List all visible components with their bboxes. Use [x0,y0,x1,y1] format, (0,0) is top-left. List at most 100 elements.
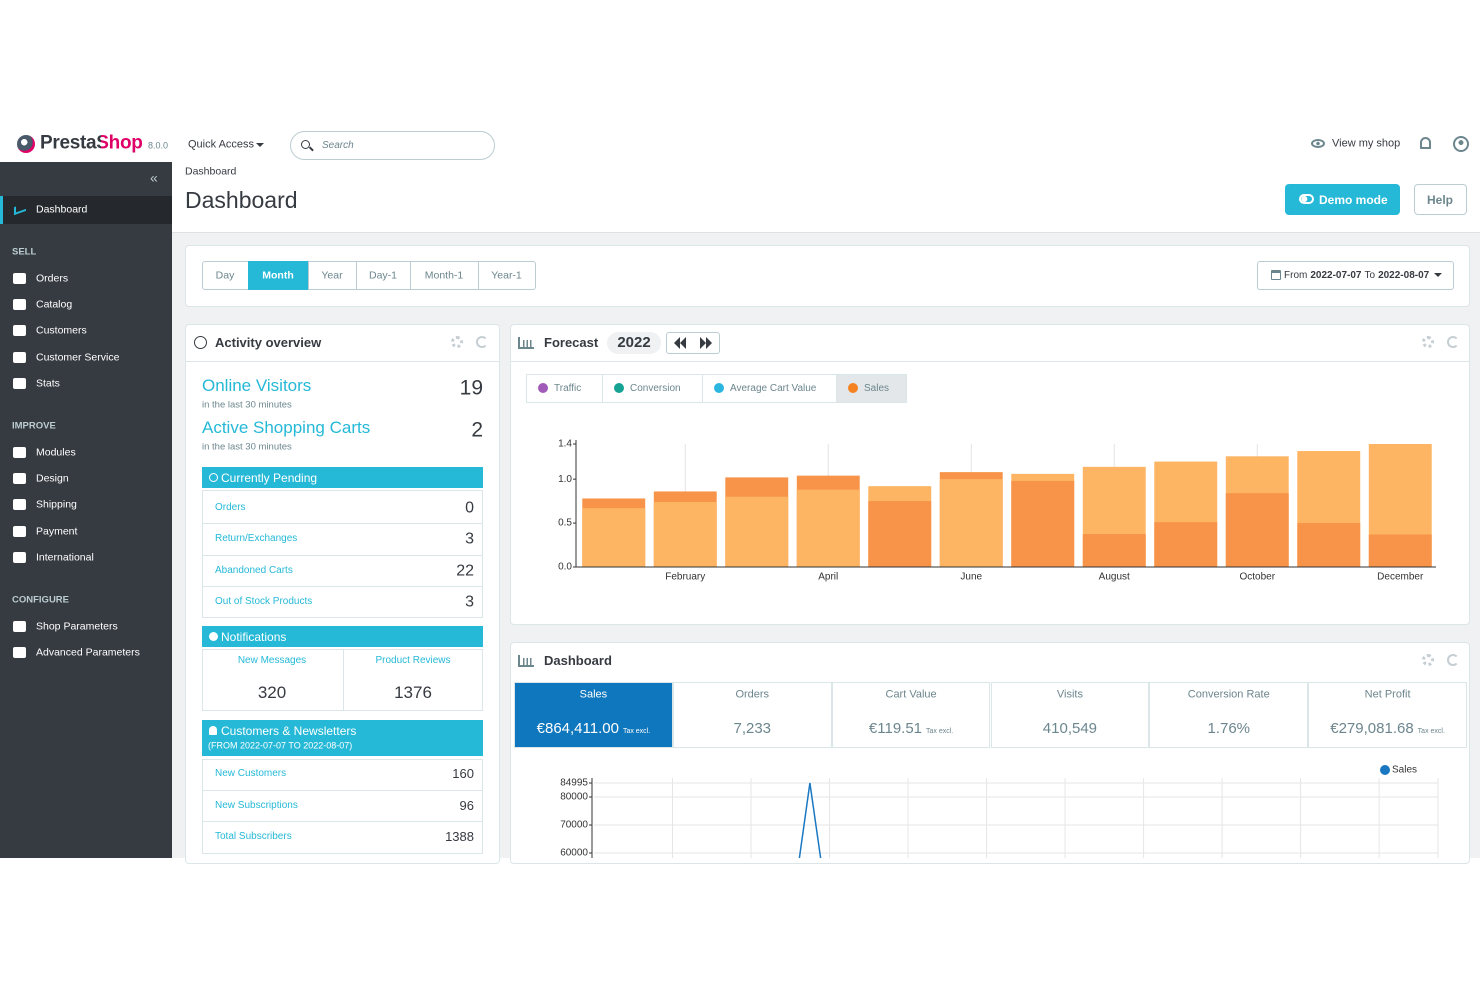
nav-icon [13,499,26,511]
customers-header [202,720,483,756]
search-box [290,131,495,160]
customers-subtitle: (FROM 2022-07-07 TO 2022-08-07) [208,740,353,751]
row-divider [203,554,482,556]
period-button[interactable] [410,261,479,290]
forecast-tab-label[interactable]: Traffic [554,383,582,394]
clock-icon [209,473,218,482]
kpi-tab[interactable] [990,682,1150,748]
nav-item[interactable]: Modules [36,446,76,459]
period-label[interactable]: Day [215,269,235,282]
nav-icon [13,325,26,337]
panel-title: Forecast [544,335,599,351]
notification-label[interactable]: New Messages [237,655,307,666]
settings-icon [1422,336,1434,348]
nav-active-row [0,196,172,224]
kpi-label: Cart Value [885,688,937,701]
kpi-label: Orders [735,688,770,701]
nav-item[interactable]: Shop Parameters [36,620,118,633]
year-nav[interactable] [666,332,720,354]
arrow-icon [674,337,680,349]
kpi-value: €279,081.68 [1330,720,1414,737]
forecast-tab-label[interactable]: Sales [864,383,890,394]
customers-label[interactable]: New Subscriptions [215,799,298,811]
customers-label[interactable]: New Customers [215,768,287,779]
pending-label[interactable]: Abandoned Carts [215,564,293,576]
logo: PrestaShop [40,132,143,154]
notification-value: 1376 [394,682,432,702]
kpi-tab[interactable] [1308,682,1467,748]
panel-header-border [186,361,499,362]
forecast-tab-label[interactable]: Average Cart Value [730,383,817,394]
nav-item[interactable]: Advanced Parameters [36,646,140,659]
kpi-value-row: 410,549 [1043,720,1097,738]
user-icon [209,726,217,735]
arrow-icon [700,337,706,349]
customers-value: 160 [452,766,474,782]
nav-item[interactable]: Dashboard [36,203,88,216]
nav-icon [13,621,26,632]
dashboard-panel [510,642,1470,864]
caret [256,143,264,151]
nav-item[interactable]: Stats [36,377,60,390]
panel-title: Activity overview [215,335,322,351]
period-button[interactable] [248,261,309,290]
nav-section-title: CONFIGURE [12,594,69,606]
metric-label[interactable]: Online Visitors [202,375,312,395]
nav-icon [13,551,26,563]
row-divider [203,523,482,525]
help-button[interactable] [1414,184,1467,215]
date-range-picker[interactable] [1257,261,1454,290]
metric-label[interactable]: Active Shopping Carts [202,417,371,437]
customers-table [202,759,483,854]
forecast-tab[interactable] [702,374,837,403]
kpi-value-row: €864,411.00 Tax excl. [537,720,651,738]
clock-icon [194,336,207,349]
period-label[interactable]: Year-1 [491,269,522,282]
pending-label[interactable]: Orders [215,502,246,513]
period-button[interactable] [478,261,536,290]
breadcrumb: Dashboard [185,165,237,178]
forecast-tab-label[interactable]: Conversion [630,383,681,394]
nav-icon [13,273,26,284]
forecast-tab[interactable] [836,374,907,403]
search-icon [301,140,310,149]
nav-item[interactable]: Orders [36,272,69,285]
quick-access[interactable]: Quick Access [188,138,255,151]
nav-item[interactable]: International [36,551,94,564]
pending-label[interactable]: Out of Stock Products [215,595,313,607]
kpi-tab[interactable] [672,682,832,748]
period-button[interactable] [308,261,357,290]
period-label[interactable]: Day-1 [368,269,398,282]
page-title: Dashboard [185,187,298,214]
period-label[interactable]: Year [321,269,343,282]
kpi-tab[interactable] [1149,682,1309,748]
customers-label[interactable]: Total Subscribers [215,831,292,842]
pending-value: 0 [465,499,474,517]
nav-item[interactable]: Design [36,472,69,485]
kpi-tab[interactable] [831,682,991,748]
period-label[interactable]: Month [262,269,294,282]
demo-mode-label: Demo mode [1319,192,1388,207]
search-input[interactable]: Search [322,140,354,151]
period-button[interactable] [356,261,411,290]
customers-value: 96 [459,797,474,813]
kpi-value: €119.51 [868,720,923,737]
nav-item[interactable]: Payment [36,525,78,538]
eye-icon [1311,139,1325,148]
period-label[interactable]: Month-1 [424,269,464,282]
notifications-header [202,626,483,647]
kpi-tab[interactable] [514,682,673,748]
nav-item[interactable]: Catalog [36,298,73,311]
notification-label[interactable]: Product Reviews [375,655,451,666]
nav-item[interactable]: Customers [36,325,87,338]
toggle-icon [1299,194,1314,204]
refresh-icon [476,336,488,348]
row-divider [203,585,482,587]
nav-item[interactable]: Shipping [36,499,77,512]
pending-label[interactable]: Return/Exchanges [215,533,298,545]
nav-item[interactable]: Customer Service [36,351,120,364]
view-shop-link[interactable]: View my shop [1332,137,1401,150]
chart-icon [518,655,534,667]
metric-value: 2 [471,418,483,442]
